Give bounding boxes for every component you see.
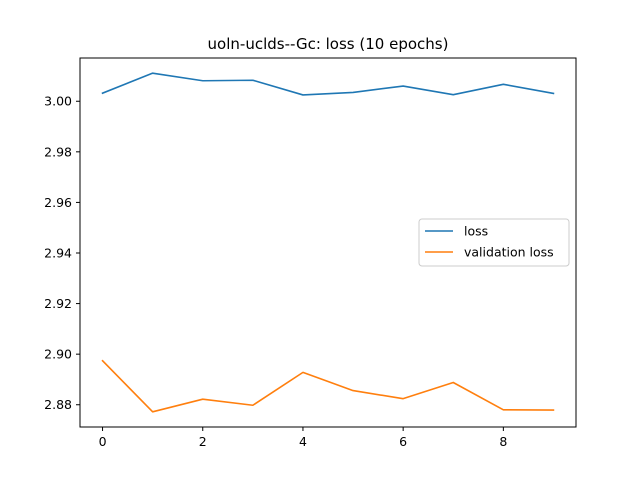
legend-label: loss bbox=[464, 224, 488, 239]
y-tick-label: 2.92 bbox=[44, 296, 72, 311]
x-tick-label: 4 bbox=[299, 434, 307, 449]
y-tick-label: 2.98 bbox=[44, 144, 72, 159]
y-tick-label: 2.96 bbox=[44, 195, 72, 210]
series-line-validation-loss bbox=[101, 359, 555, 413]
legend-box bbox=[418, 218, 570, 267]
series-line-loss bbox=[101, 72, 555, 96]
axes: 0 2 4 6 8 2.88 2.90 2.92 2.94 2.96 2.98 3.00 bbox=[44, 57, 577, 449]
x-tick-label: 0 bbox=[99, 434, 107, 449]
plot-frame bbox=[79, 57, 577, 428]
y-tick-label: 3.00 bbox=[44, 94, 72, 109]
x-tick-label: 2 bbox=[199, 434, 207, 449]
x-tick-label: 8 bbox=[499, 434, 507, 449]
y-tick-label: 2.90 bbox=[44, 347, 72, 362]
x-tick-label: 6 bbox=[399, 434, 407, 449]
y-tick-label: 2.94 bbox=[44, 245, 72, 260]
y-tick-label: 2.88 bbox=[44, 397, 72, 412]
plot-area bbox=[101, 72, 555, 413]
legend: loss validation loss bbox=[418, 218, 570, 267]
legend-label: validation loss bbox=[464, 245, 554, 260]
chart-title: uoln-uclds--Gc: loss (10 epochs) bbox=[208, 35, 449, 53]
